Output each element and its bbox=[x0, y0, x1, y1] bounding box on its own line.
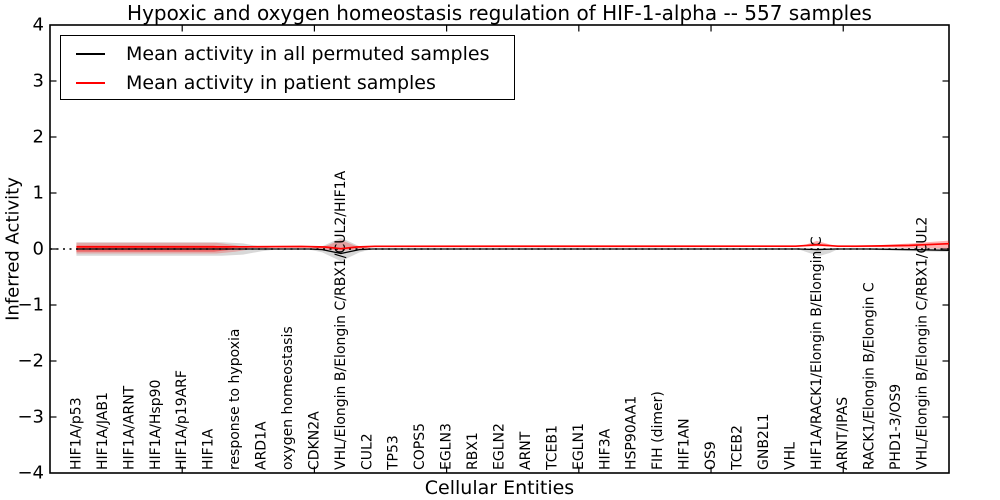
x-category-label: HIF1A/p53 bbox=[68, 397, 84, 470]
x-category-label: COPS5 bbox=[412, 423, 428, 470]
y-tick-label: −1 bbox=[17, 295, 44, 316]
legend-label-patient: Mean activity in patient samples bbox=[126, 71, 436, 94]
legend-entry-permuted: Mean activity in all permuted samples bbox=[76, 39, 514, 68]
x-category-label: TCEB1 bbox=[544, 425, 560, 471]
y-tick-label: −2 bbox=[17, 351, 44, 372]
x-category-label: OS9 bbox=[703, 441, 719, 470]
legend-line-sample-permuted bbox=[76, 52, 105, 55]
x-category-label: ARD1A bbox=[254, 421, 270, 470]
x-category-label: ARNT bbox=[518, 431, 534, 470]
x-category-label: EGLN1 bbox=[571, 423, 587, 470]
x-axis-label: Cellular Entities bbox=[424, 477, 575, 499]
chart-title: Hypoxic and oxygen homeostasis regulatio… bbox=[127, 1, 872, 25]
x-category-label: HIF1A/p19ARF bbox=[174, 370, 190, 470]
x-category-label: TP53 bbox=[386, 435, 402, 471]
series-line-patient bbox=[76, 242, 950, 250]
x-category-label: VHL bbox=[782, 442, 798, 470]
y-tick-label: 1 bbox=[33, 183, 44, 204]
legend-entry-patient: Mean activity in patient samples bbox=[76, 68, 514, 97]
x-category-label: HIF3A bbox=[597, 428, 613, 470]
x-category-label: HIF1A/ARNT bbox=[121, 385, 137, 470]
x-category-label: HIF1A bbox=[201, 428, 217, 470]
legend-line-sample-patient bbox=[76, 81, 105, 84]
y-tick-label: −4 bbox=[17, 463, 44, 484]
x-category-label: RBX1 bbox=[465, 432, 481, 470]
x-category-label: ARNT/IPAS bbox=[835, 397, 851, 470]
y-tick-label: 4 bbox=[33, 15, 44, 36]
x-category-label: FIH (dimer) bbox=[650, 391, 666, 470]
x-category-label: CDKN2A bbox=[306, 411, 322, 470]
x-category-label: oxygen homeostasis bbox=[280, 326, 296, 470]
x-category-label: HIF1A/Hsp90 bbox=[148, 380, 164, 470]
x-category-label: HIF1A/RACK1/Elongin B/Elongin C bbox=[809, 236, 825, 470]
legend: Mean activity in all permuted samples Me… bbox=[60, 35, 515, 100]
x-category-label: GNB2L1 bbox=[756, 413, 772, 470]
x-category-label: EGLN2 bbox=[492, 423, 508, 470]
x-category-label: EGLN3 bbox=[439, 423, 455, 470]
x-category-label: RACK1/Elongin B/Elongin C bbox=[862, 282, 878, 470]
y-axis-label: Inferred Activity bbox=[2, 177, 24, 321]
x-category-label: HSP90AA1 bbox=[624, 396, 640, 470]
x-category-label: response to hypoxia bbox=[227, 329, 243, 470]
series-line-permuted bbox=[76, 248, 950, 255]
x-category-label: HIF1AN bbox=[677, 418, 693, 470]
legend-label-permuted: Mean activity in all permuted samples bbox=[126, 42, 490, 65]
x-category-label: VHL/Elongin B/Elongin C/RBX1/CUL2 bbox=[915, 217, 931, 470]
y-tick-label: 3 bbox=[33, 71, 44, 92]
y-tick-label: 2 bbox=[33, 127, 44, 148]
x-category-label: HIF1A/JAB1 bbox=[95, 392, 111, 470]
x-category-label: PHD1-3/OS9 bbox=[888, 384, 904, 470]
x-category-label: CUL2 bbox=[359, 433, 375, 470]
y-tick-label: 0 bbox=[33, 239, 44, 260]
band-violin-gray-vhl-complex bbox=[306, 237, 373, 262]
y-tick-label: −3 bbox=[17, 407, 44, 428]
x-category-label: VHL/Elongin B/Elongin C/RBX1/CUL2/HIF1A bbox=[333, 170, 349, 470]
band-left-patient-envelope-outer bbox=[76, 242, 252, 254]
band-violin-red-vhl-complex bbox=[311, 240, 370, 251]
x-category-label: TCEB2 bbox=[729, 425, 745, 471]
